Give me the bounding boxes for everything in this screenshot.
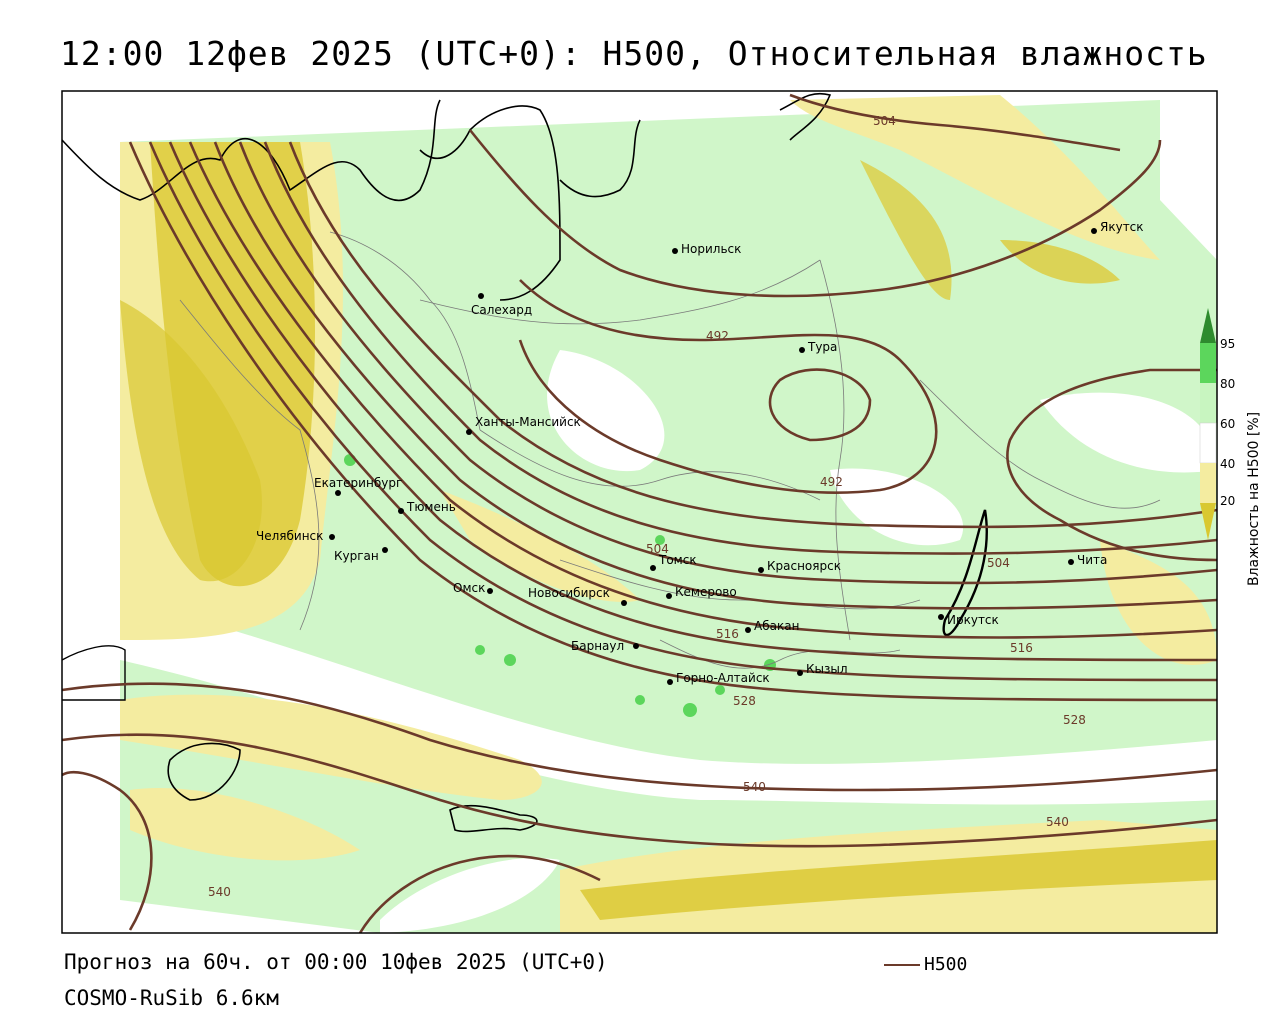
city-label: Салехард	[471, 303, 532, 317]
contour-label: 504	[646, 542, 669, 556]
city-label: Екатеринбург	[314, 476, 402, 490]
city-label: Иркутск	[947, 613, 999, 627]
humidity-colorbar: 95 80 60 40 20	[1199, 308, 1235, 540]
contour-label: 540	[208, 885, 231, 899]
city-label: Кызыл	[806, 662, 848, 676]
colorbar-tick: 80	[1220, 377, 1235, 391]
colorbar-tick: 20	[1220, 494, 1235, 508]
colorbar-tick: 95	[1220, 337, 1235, 351]
colorbar-tick: 40	[1220, 457, 1235, 471]
city-label: Норильск	[681, 242, 741, 256]
contour-label: 516	[1010, 641, 1033, 655]
contour-labels: 504 492 492 504 504 516 516 528 528 540 …	[208, 114, 1086, 899]
city-label: Томск	[658, 553, 697, 567]
contour-label: 528	[733, 694, 756, 708]
city-label: Абакан	[754, 619, 799, 633]
city-label: Горно-Алтайск	[676, 671, 770, 685]
h500-legend-line	[884, 964, 920, 966]
city-label: Курган	[334, 549, 379, 563]
city-label: Тура	[807, 340, 837, 354]
city-label: Новосибирск	[528, 586, 610, 600]
city-label: Барнаул	[571, 639, 624, 653]
region-borders	[179, 231, 1161, 669]
city-label: Кемерово	[675, 585, 737, 599]
h500-legend-label: H500	[924, 954, 968, 975]
city-label: Якутск	[1100, 220, 1144, 234]
city-label: Омск	[453, 581, 485, 595]
contour-label: 528	[1063, 713, 1086, 727]
colorbar-title: Влажность на H500 [%]	[1246, 411, 1262, 586]
h500-legend: H500	[884, 954, 967, 975]
coastlines	[61, 92, 988, 833]
map-frame	[61, 90, 1218, 934]
city-label: Челябинск	[256, 529, 323, 543]
contour-label: 504	[987, 556, 1010, 570]
contour-label: 492	[820, 475, 843, 489]
humidity-field	[120, 95, 1217, 933]
map-title: 12:00 12фев 2025 (UTC+0): H500, Относите…	[60, 34, 1208, 73]
forecast-info: Прогноз на 60ч. от 00:00 10фев 2025 (UTC…	[64, 950, 608, 974]
city-label: Красноярск	[767, 559, 841, 573]
contour-label: 492	[706, 329, 729, 343]
h500-contours	[61, 93, 1218, 934]
city-label: Ханты-Мансийск	[475, 415, 581, 429]
contour-label: 516	[716, 627, 739, 641]
cities: Якутск Норильск Салехард Тура Ханты-Манс…	[256, 220, 1144, 685]
contour-label: 540	[1046, 815, 1069, 829]
contour-label: 504	[873, 114, 896, 128]
contour-label: 540	[743, 780, 766, 794]
city-label: Тюмень	[406, 500, 456, 514]
city-label: Чита	[1077, 553, 1107, 567]
colorbar-tick: 60	[1220, 417, 1235, 431]
model-name: COSMO-RuSib 6.6км	[64, 986, 279, 1010]
